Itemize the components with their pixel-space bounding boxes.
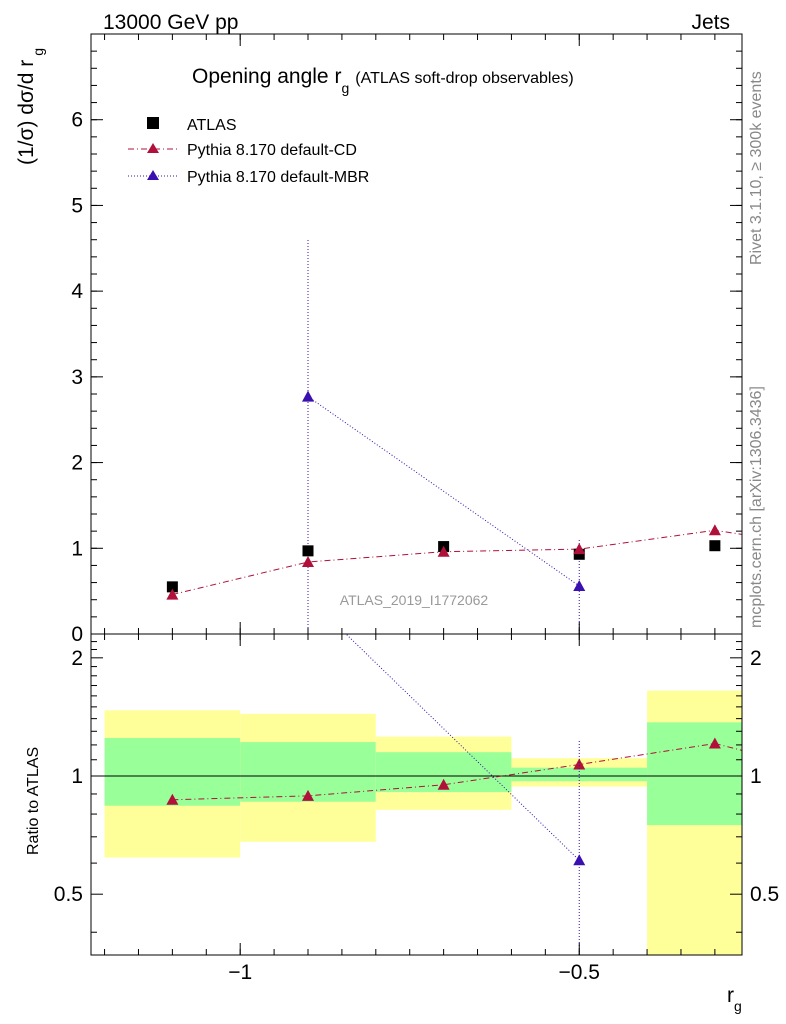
main-ytick-label: 5	[71, 194, 83, 217]
x-axis-label-sub: g	[734, 998, 742, 1014]
cd-data-point	[302, 556, 314, 567]
cd-ratio-point	[302, 789, 314, 801]
chart-title-sub: g	[341, 80, 349, 96]
ratio-ytick-label: 1	[71, 765, 83, 788]
ratio-ytick-label-right: 0.5	[750, 883, 779, 906]
main-ytick-label: 6	[71, 109, 83, 132]
y-axis-label: (1/σ) dσ/d r g	[15, 48, 46, 165]
mbr-data-point	[302, 390, 314, 402]
cd-data-point	[437, 545, 450, 557]
header-right: Jets	[691, 11, 730, 34]
cd-ratio-point	[573, 758, 586, 770]
chart-title-suffix: (ATLAS soft-drop observables)	[355, 70, 573, 87]
ratio-ytick-label: 0.5	[54, 883, 83, 906]
chart-title-main: Opening angle r	[192, 65, 341, 88]
main-ytick-label: 0	[71, 623, 83, 646]
mbr-data-point	[573, 580, 586, 591]
ratio-plot-frame	[90, 633, 743, 956]
ratio-plot-layer	[166, 634, 742, 955]
cd-ratio-point	[166, 793, 179, 805]
main-ytick-label: 3	[71, 366, 83, 389]
ratio-bands	[91, 690, 742, 955]
cd-data-point	[573, 543, 586, 555]
main-ytick-label: 2	[71, 452, 83, 475]
ratio-ytick-label: 2	[71, 647, 83, 670]
x-axis-label: rg	[727, 984, 742, 1014]
xtick-label: −1	[228, 961, 252, 984]
x-axis-label-main: r	[727, 984, 734, 1007]
ratio-y-axis-label: Ratio to ATLAS	[25, 747, 42, 855]
atlas-data-point	[573, 548, 585, 560]
cd-ratio-line	[172, 742, 742, 801]
atlas-data-point	[709, 540, 721, 552]
xtick-label: −0.5	[559, 961, 600, 984]
atlas-data-point	[166, 581, 178, 593]
legend: ATLAS Pythia 8.170 default-CD Pythia 8.1…	[128, 117, 369, 186]
legend-label-mbr: Pythia 8.170 default-MBR	[187, 169, 369, 186]
y-axis-label-main: (1/σ) dσ/d r	[15, 60, 38, 165]
mbr-series-line	[307, 396, 580, 587]
legend-label-atlas: ATLAS	[187, 117, 237, 134]
cd-data-point	[166, 588, 179, 600]
cd-ratio-point	[708, 737, 721, 749]
mcplots-credit-text: mcplots.cern.ch [arXiv:1306.3436]	[748, 386, 765, 628]
main-plot-layer	[166, 238, 742, 634]
main-ytick-label: 4	[71, 280, 83, 303]
y-axis-label-sub: g	[30, 48, 46, 56]
ratio-band-green	[647, 722, 742, 826]
ratio-ytick-label-right: 2	[750, 647, 762, 670]
cd-series-line	[172, 529, 742, 596]
rivet-version-text: Rivet 3.1.10, ≥ 300k events	[748, 71, 765, 265]
legend-marker-atlas	[147, 117, 159, 129]
analysis-watermark: ATLAS_2019_I1772062	[340, 592, 489, 608]
legend-marker-mbr	[147, 170, 159, 180]
cd-data-point	[708, 524, 721, 536]
chart-title: Opening angle rg (ATLAS soft-drop observa…	[192, 65, 574, 96]
legend-label-cd: Pythia 8.170 default-CD	[187, 142, 357, 159]
legend-marker-cd	[147, 143, 159, 153]
cd-ratio-point	[437, 778, 450, 790]
atlas-data-point	[302, 545, 314, 557]
ratio-ytick-label-right: 1	[750, 765, 762, 788]
mbr-ratio-point	[573, 854, 586, 866]
axis-ticks: 0 1 2 3 4 5 6 0.5 0.5 1 1 2 2 −1 −0.5	[54, 33, 779, 984]
header-left: 13000 GeV pp	[103, 11, 238, 34]
main-ytick-label: 1	[71, 537, 83, 560]
